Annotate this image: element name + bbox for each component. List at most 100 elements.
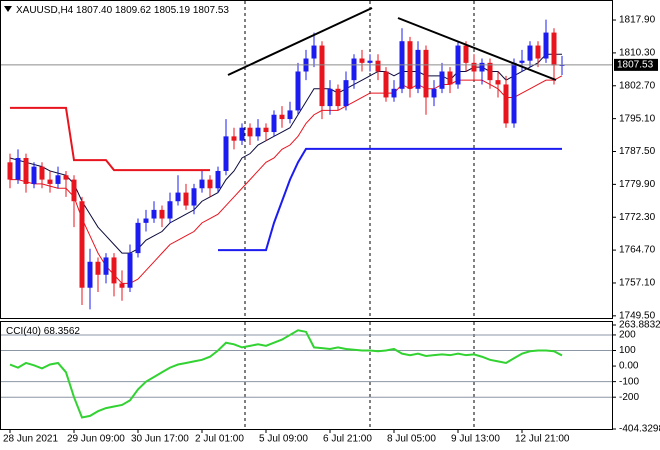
indicator-line (218, 147, 562, 252)
header-high: 1809.62 (115, 5, 152, 16)
candle-body (247, 127, 253, 137)
candle-body (463, 45, 469, 63)
candle-body (479, 62, 485, 72)
candle-body (263, 127, 269, 133)
candle-body (79, 201, 85, 288)
menu-arrow[interactable] (4, 6, 12, 12)
candle-body (311, 45, 317, 59)
candle-body (119, 283, 125, 288)
candle-body (279, 114, 285, 120)
x-tick-label: 28 Jun 2021 (3, 434, 58, 445)
candle-body (495, 80, 501, 85)
y-tick-label: 1810.30 (619, 48, 656, 59)
candle-body (271, 114, 277, 133)
candle-body (551, 32, 557, 66)
y-tick-label: 1787.50 (619, 146, 656, 157)
x-tick-label: 30 Jun 17:00 (131, 434, 189, 445)
y-tick-label: 263.8832 (619, 320, 660, 331)
indicator-line (10, 75, 563, 284)
trendline (397, 17, 557, 81)
separators (244, 1, 475, 429)
candle-body (487, 62, 493, 81)
x-tick-label: 6 Jul 21:00 (323, 434, 372, 445)
candle-body (135, 222, 141, 254)
cci-header: CCI(40) 68.3562 (6, 326, 80, 337)
y-tick-label: 1764.70 (619, 245, 656, 256)
candle-body (191, 188, 197, 206)
y-tick-label: 0.00 (619, 361, 639, 372)
indicator-line (10, 106, 210, 172)
candle-body (175, 192, 181, 202)
y-tick-label: 1757.10 (619, 278, 656, 289)
candle-body (15, 157, 21, 180)
candle-body (159, 209, 165, 219)
candle-body (287, 110, 293, 120)
x-tick-label: 9 Jul 13:00 (451, 434, 500, 445)
y-tick-label: -404.3298 (619, 424, 660, 435)
x-tick-label: 2 Jul 01:00 (195, 434, 244, 445)
cci-title: CCI(40) (6, 326, 41, 337)
candle-body (255, 127, 261, 137)
y-tick-label: -100 (619, 376, 639, 387)
candle-body (143, 218, 149, 223)
candle-body (7, 162, 13, 180)
candle-body (71, 179, 77, 202)
candle-body (127, 253, 133, 288)
candle-body (359, 58, 365, 63)
candle-body (327, 88, 333, 107)
candle-body (535, 45, 541, 59)
bid-box (614, 58, 658, 71)
candle-body (151, 209, 157, 219)
candle-body (199, 179, 205, 189)
candle-body (23, 157, 29, 184)
candle-body (343, 80, 349, 107)
candle-body (223, 136, 229, 171)
x-tick-label: 5 Jul 09:00 (259, 434, 308, 445)
candle-body (471, 62, 477, 72)
candle-body (439, 71, 445, 89)
y-tick-label: 1749.50 (619, 310, 656, 321)
candle-body (55, 175, 61, 184)
price-pane (0, 0, 613, 319)
trendlines (227, 7, 557, 81)
y-tick-label: 1795.10 (619, 113, 656, 124)
y-tick-label: 1779.90 (619, 179, 656, 190)
y-tick-label: 1772.30 (619, 212, 656, 223)
y-tick-label: -200 (619, 392, 639, 403)
candle-body (31, 166, 37, 184)
candle-body (351, 58, 357, 81)
candle-body (543, 32, 549, 59)
candle-body (431, 88, 437, 98)
cci-line (9, 329, 563, 419)
candle-body (295, 71, 301, 111)
candle-body (503, 84, 509, 124)
candle-body (239, 127, 245, 141)
candle-body (319, 45, 325, 107)
candle-body (103, 257, 109, 275)
header-low: 1805.19 (154, 5, 191, 16)
candle-body (367, 60, 373, 63)
cci-pane (0, 321, 613, 430)
candle-body (375, 60, 381, 72)
candle-body (527, 45, 533, 61)
header-open: 1807.40 (76, 5, 113, 16)
x-tick-label: 8 Jul 05:00 (387, 434, 436, 445)
header-close: 1807.53 (193, 5, 230, 16)
indicator-line (9, 53, 562, 254)
y-tick-label: 1802.70 (619, 80, 656, 91)
candle-body (95, 261, 101, 275)
candle-body (423, 49, 429, 98)
symbol: XAUUSD,H4 (16, 5, 74, 16)
candle-body (207, 179, 213, 189)
trendline (227, 7, 373, 76)
candle-body (415, 49, 421, 89)
candle-body (63, 175, 69, 180)
candle-body (183, 192, 189, 206)
y-tick-label: 200 (619, 330, 636, 341)
x-tick-label: 12 Jul 21:00 (515, 434, 570, 445)
plot: 1817.90 1810.30 1802.70 1795.10 1787.50 1779.… (1, 15, 660, 445)
chart-header: XAUUSD,H4 1807.40 1809.62 1805.19 1807.5… (16, 5, 229, 16)
